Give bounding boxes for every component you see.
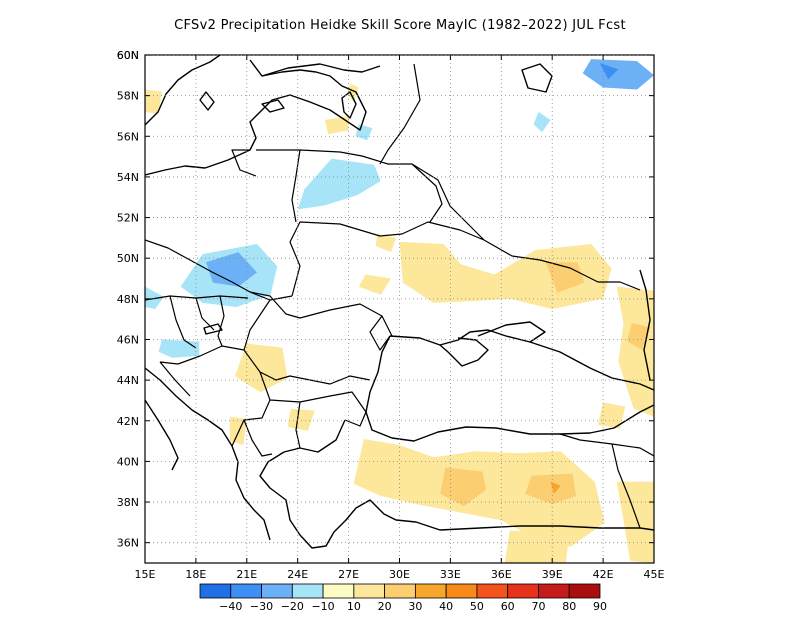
aegean-coast [259, 419, 654, 549]
lat-tick-label: 44N [117, 374, 139, 387]
axes: 15E 18E 21E 24E 27E 30E 33E 36E 39E 42E 45E 36N 38N 4… [117, 49, 665, 581]
chart-title: CFSv2 Precipitation Heidke Skill Score M… [174, 18, 626, 33]
lon-tick-label: 42E [593, 568, 614, 581]
baltic-coast [145, 59, 367, 176]
lon-tick-label: 36E [491, 568, 512, 581]
skill-region-2 [297, 158, 381, 210]
colorbar-swatch [507, 583, 539, 599]
crimea-coast [439, 337, 489, 367]
lake-peipus [341, 91, 357, 119]
colorbar-label: 70 [531, 600, 545, 613]
skill-region-0 [582, 59, 654, 90]
lat-tick-label: 60N [117, 49, 139, 62]
saaremaa [261, 99, 285, 113]
colorbar-swatch [322, 583, 355, 599]
lon-tick-label: 15E [135, 568, 156, 581]
lon-tick-label: 39E [542, 568, 563, 581]
skill-region-7 [206, 252, 257, 287]
lake-balaton [203, 323, 223, 335]
colorbar-swatch [568, 583, 601, 599]
coastlines-and-borders [145, 55, 654, 549]
colorbar-label: −30 [250, 600, 273, 613]
lake-ladoga [521, 63, 553, 93]
lat-tick-label: 42N [117, 415, 139, 428]
colorbar-label: 20 [378, 600, 392, 613]
lat-tick-label: 40N [117, 455, 139, 468]
skill-region-14 [626, 323, 651, 350]
colorbar-swatch [445, 583, 478, 599]
skill-region-22 [440, 467, 486, 507]
colorbar-label: 30 [408, 600, 422, 613]
skill-region-4 [533, 111, 551, 133]
lat-tick-label: 56N [117, 130, 139, 143]
skill-region-17 [346, 83, 359, 102]
colorbar-label: 60 [501, 600, 515, 613]
gridlines [145, 55, 654, 563]
skill-region-23 [525, 473, 576, 505]
lat-tick-label: 48N [117, 293, 139, 306]
colorbar-swatch [414, 583, 447, 599]
lat-tick-label: 54N [117, 171, 139, 184]
lon-tick-label: 18E [185, 568, 206, 581]
colorbar-swatch [384, 583, 416, 599]
lat-tick-label: 46N [117, 333, 139, 346]
italy-coast [145, 399, 179, 471]
skill-region-19 [287, 408, 315, 431]
azov-coast [477, 321, 546, 343]
lon-tick-label: 30E [389, 568, 410, 581]
colorbar: −40 −30 −20 −10 10 20 30 40 50 60 70 80 90 [199, 583, 607, 613]
lat-tick-label: 60N [117, 49, 139, 62]
colorbar-label: 40 [439, 600, 453, 613]
skill-region-27 [598, 402, 626, 429]
colorbar-swatch [476, 583, 509, 599]
colorbar-label: −20 [281, 600, 304, 613]
colorbar-label: 90 [593, 600, 607, 613]
lon-tick-label: 24E [287, 568, 308, 581]
skill-region-5 [145, 286, 164, 309]
skill-region-13 [616, 286, 654, 417]
lat-tick-label: 38N [117, 496, 139, 509]
colorbar-swatch [538, 583, 570, 599]
lon-tick-label: 21E [236, 568, 257, 581]
skill-region-9 [399, 241, 612, 309]
colorbar-label: 10 [347, 600, 361, 613]
skill-region-3 [355, 124, 373, 141]
lat-tick-label: 36N [117, 537, 139, 550]
skill-region-12 [375, 233, 397, 253]
gotland [199, 91, 215, 111]
lon-tick-label: 27E [338, 568, 359, 581]
colorbar-swatch [353, 583, 386, 599]
sweden-coast [145, 55, 221, 126]
caspian-coast [639, 269, 651, 381]
colorbar-label: −10 [311, 600, 334, 613]
skill-region-24 [550, 481, 561, 494]
skill-region-25 [504, 530, 570, 563]
colorbar-swatch [291, 583, 324, 599]
colorbar-swatch [199, 583, 232, 599]
colorbar-label: 50 [470, 600, 484, 613]
skill-shading [145, 59, 654, 563]
lat-tick-label: 58N [117, 90, 139, 103]
border-lines [145, 63, 654, 529]
skill-region-10 [358, 274, 391, 295]
colorbar-swatch [230, 583, 262, 599]
skill-region-1 [599, 63, 619, 80]
colorbar-swatch [261, 583, 293, 599]
lat-tick-label: 52N [117, 212, 139, 225]
lon-tick-label: 33E [440, 568, 461, 581]
lon-tick-label: 45E [644, 568, 665, 581]
gulf-finland [261, 63, 381, 77]
colorbar-label: 80 [562, 600, 576, 613]
lat-tick-label: 50N [117, 252, 139, 265]
skill-region-15 [324, 116, 349, 135]
colorbar-label: −40 [219, 600, 242, 613]
skill-region-26 [616, 481, 654, 563]
